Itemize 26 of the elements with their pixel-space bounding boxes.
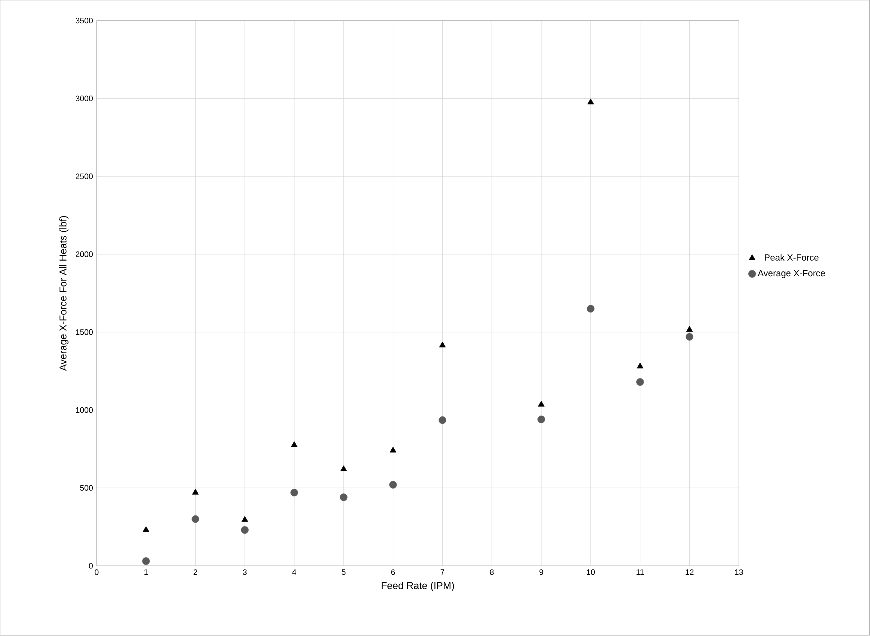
legend-label: Average X-Force (758, 270, 826, 278)
point (340, 466, 348, 472)
point (439, 342, 446, 348)
point (686, 326, 694, 332)
point (142, 526, 150, 532)
point (637, 362, 644, 369)
point (192, 489, 199, 495)
point (241, 526, 249, 534)
y-axis-title: Average X-Force For All Heats (lbf) (59, 216, 69, 372)
point (290, 489, 298, 497)
point (588, 98, 594, 105)
point (340, 494, 348, 502)
point (142, 558, 150, 566)
point (686, 333, 694, 341)
point (390, 447, 397, 453)
point (538, 401, 545, 407)
point (438, 416, 447, 424)
point (291, 442, 298, 448)
point (242, 516, 248, 522)
point (389, 481, 398, 489)
point (538, 416, 546, 424)
point (192, 516, 200, 524)
point (587, 305, 595, 313)
legend-label: Peak X-Force (765, 254, 819, 261)
x-axis-title: Feed Rate (IPM) (382, 582, 454, 592)
point (636, 378, 644, 386)
